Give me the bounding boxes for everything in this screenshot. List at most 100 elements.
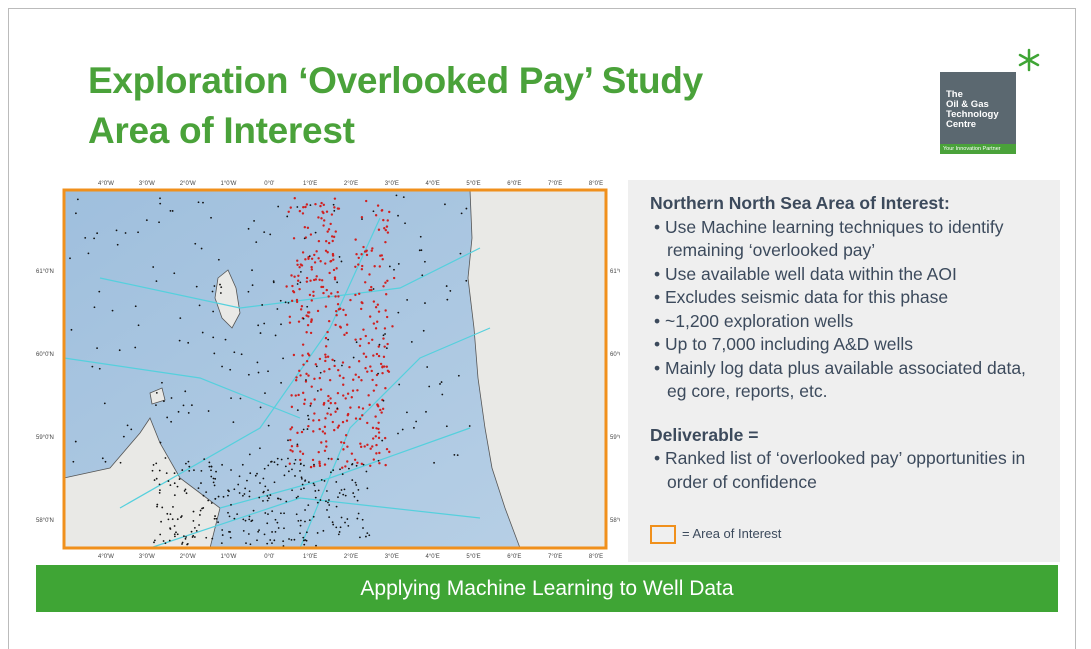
well-dot bbox=[388, 265, 391, 268]
well-dot bbox=[279, 512, 282, 515]
well-dot bbox=[340, 441, 343, 444]
well-dot bbox=[358, 417, 362, 421]
lon-label: 3°0'E bbox=[385, 181, 399, 187]
well-dot bbox=[383, 345, 386, 348]
well-dot bbox=[341, 473, 344, 476]
well-dot bbox=[187, 460, 190, 463]
well-dot bbox=[309, 402, 313, 405]
well-dot bbox=[307, 374, 310, 377]
well-dot bbox=[190, 530, 193, 533]
well-dot bbox=[306, 323, 310, 327]
well-dot bbox=[384, 463, 387, 467]
well-dot bbox=[341, 361, 345, 364]
well-dot bbox=[368, 288, 371, 292]
well-dot bbox=[263, 322, 266, 325]
well-dot bbox=[220, 542, 223, 544]
well-dot bbox=[422, 329, 425, 332]
shetland bbox=[214, 269, 241, 329]
well-dot bbox=[328, 271, 331, 275]
well-dot bbox=[334, 230, 337, 233]
well-dot bbox=[229, 531, 231, 533]
well-dot bbox=[336, 407, 339, 410]
well-dot bbox=[330, 213, 334, 216]
well-dot bbox=[181, 541, 184, 544]
well-dot bbox=[310, 385, 313, 388]
well-dot bbox=[215, 470, 217, 473]
well-dot bbox=[210, 475, 213, 478]
well-dot bbox=[162, 540, 165, 542]
well-dot bbox=[296, 409, 299, 412]
well-dot bbox=[362, 527, 364, 529]
well-dot bbox=[327, 394, 330, 398]
well-dot bbox=[169, 484, 172, 487]
well-dot bbox=[299, 462, 302, 465]
well-dot bbox=[433, 461, 435, 464]
well-dot bbox=[164, 457, 167, 459]
well-dot bbox=[323, 432, 327, 435]
well-dot bbox=[295, 496, 298, 499]
well-dot bbox=[158, 469, 161, 472]
well-dot bbox=[299, 270, 302, 273]
well-dot bbox=[257, 324, 260, 327]
well-dot bbox=[358, 292, 361, 296]
well-dot bbox=[301, 452, 305, 456]
well-dot bbox=[200, 247, 203, 250]
well-dot bbox=[353, 495, 356, 498]
well-dot bbox=[186, 542, 189, 545]
well-dot bbox=[349, 406, 352, 409]
well-dot bbox=[193, 469, 195, 472]
well-dot bbox=[267, 489, 269, 492]
well-dot bbox=[227, 511, 229, 514]
well-dot bbox=[313, 261, 317, 264]
well-dot bbox=[288, 538, 290, 540]
well-dot bbox=[299, 458, 302, 462]
well-dot bbox=[350, 452, 354, 455]
well-dot bbox=[428, 385, 431, 388]
well-dot bbox=[297, 495, 299, 498]
lat-label: 60°0'N bbox=[36, 352, 54, 358]
well-dot bbox=[333, 209, 336, 212]
well-dot bbox=[424, 302, 426, 304]
well-dot bbox=[384, 240, 387, 244]
well-dot bbox=[229, 368, 232, 371]
well-dot bbox=[328, 499, 330, 501]
well-dot bbox=[213, 517, 216, 520]
well-dot bbox=[312, 482, 315, 485]
well-dot bbox=[262, 477, 265, 480]
well-dot bbox=[198, 524, 200, 526]
well-dot bbox=[314, 202, 317, 206]
well-dot bbox=[357, 488, 360, 491]
well-dot bbox=[359, 442, 362, 445]
well-dot bbox=[306, 226, 310, 230]
well-dot bbox=[183, 490, 186, 492]
well-dot bbox=[367, 394, 370, 397]
well-dot bbox=[271, 542, 273, 545]
well-dot bbox=[301, 354, 304, 357]
lon-label: 1°0'E bbox=[303, 181, 317, 187]
well-dot bbox=[361, 407, 365, 410]
well-dot bbox=[457, 374, 460, 377]
well-dot bbox=[303, 226, 307, 229]
well-dot bbox=[342, 394, 345, 397]
well-dot bbox=[357, 406, 361, 409]
lon-label: 2°0'W bbox=[180, 181, 196, 187]
well-dot bbox=[357, 512, 360, 515]
well-dot bbox=[290, 274, 293, 277]
bullet: • Ranked list of ‘overlooked pay’ opport… bbox=[654, 448, 1026, 492]
well-dot bbox=[302, 428, 305, 431]
well-dot bbox=[366, 443, 369, 447]
well-dot bbox=[304, 380, 308, 383]
well-dot bbox=[383, 436, 387, 440]
well-dot bbox=[360, 462, 364, 465]
well-dot bbox=[213, 285, 216, 287]
well-dot bbox=[383, 365, 386, 368]
well-dot bbox=[161, 381, 163, 384]
well-dot bbox=[267, 513, 269, 516]
bullet-text: Use Machine learning techniques to ident… bbox=[665, 216, 1004, 261]
lon-label: 5°0'E bbox=[466, 181, 480, 187]
logo-text: The Oil & Gas Technology Centre bbox=[946, 90, 999, 130]
well-dot bbox=[345, 323, 349, 326]
well-dot bbox=[357, 375, 361, 379]
well-dot bbox=[333, 364, 336, 368]
